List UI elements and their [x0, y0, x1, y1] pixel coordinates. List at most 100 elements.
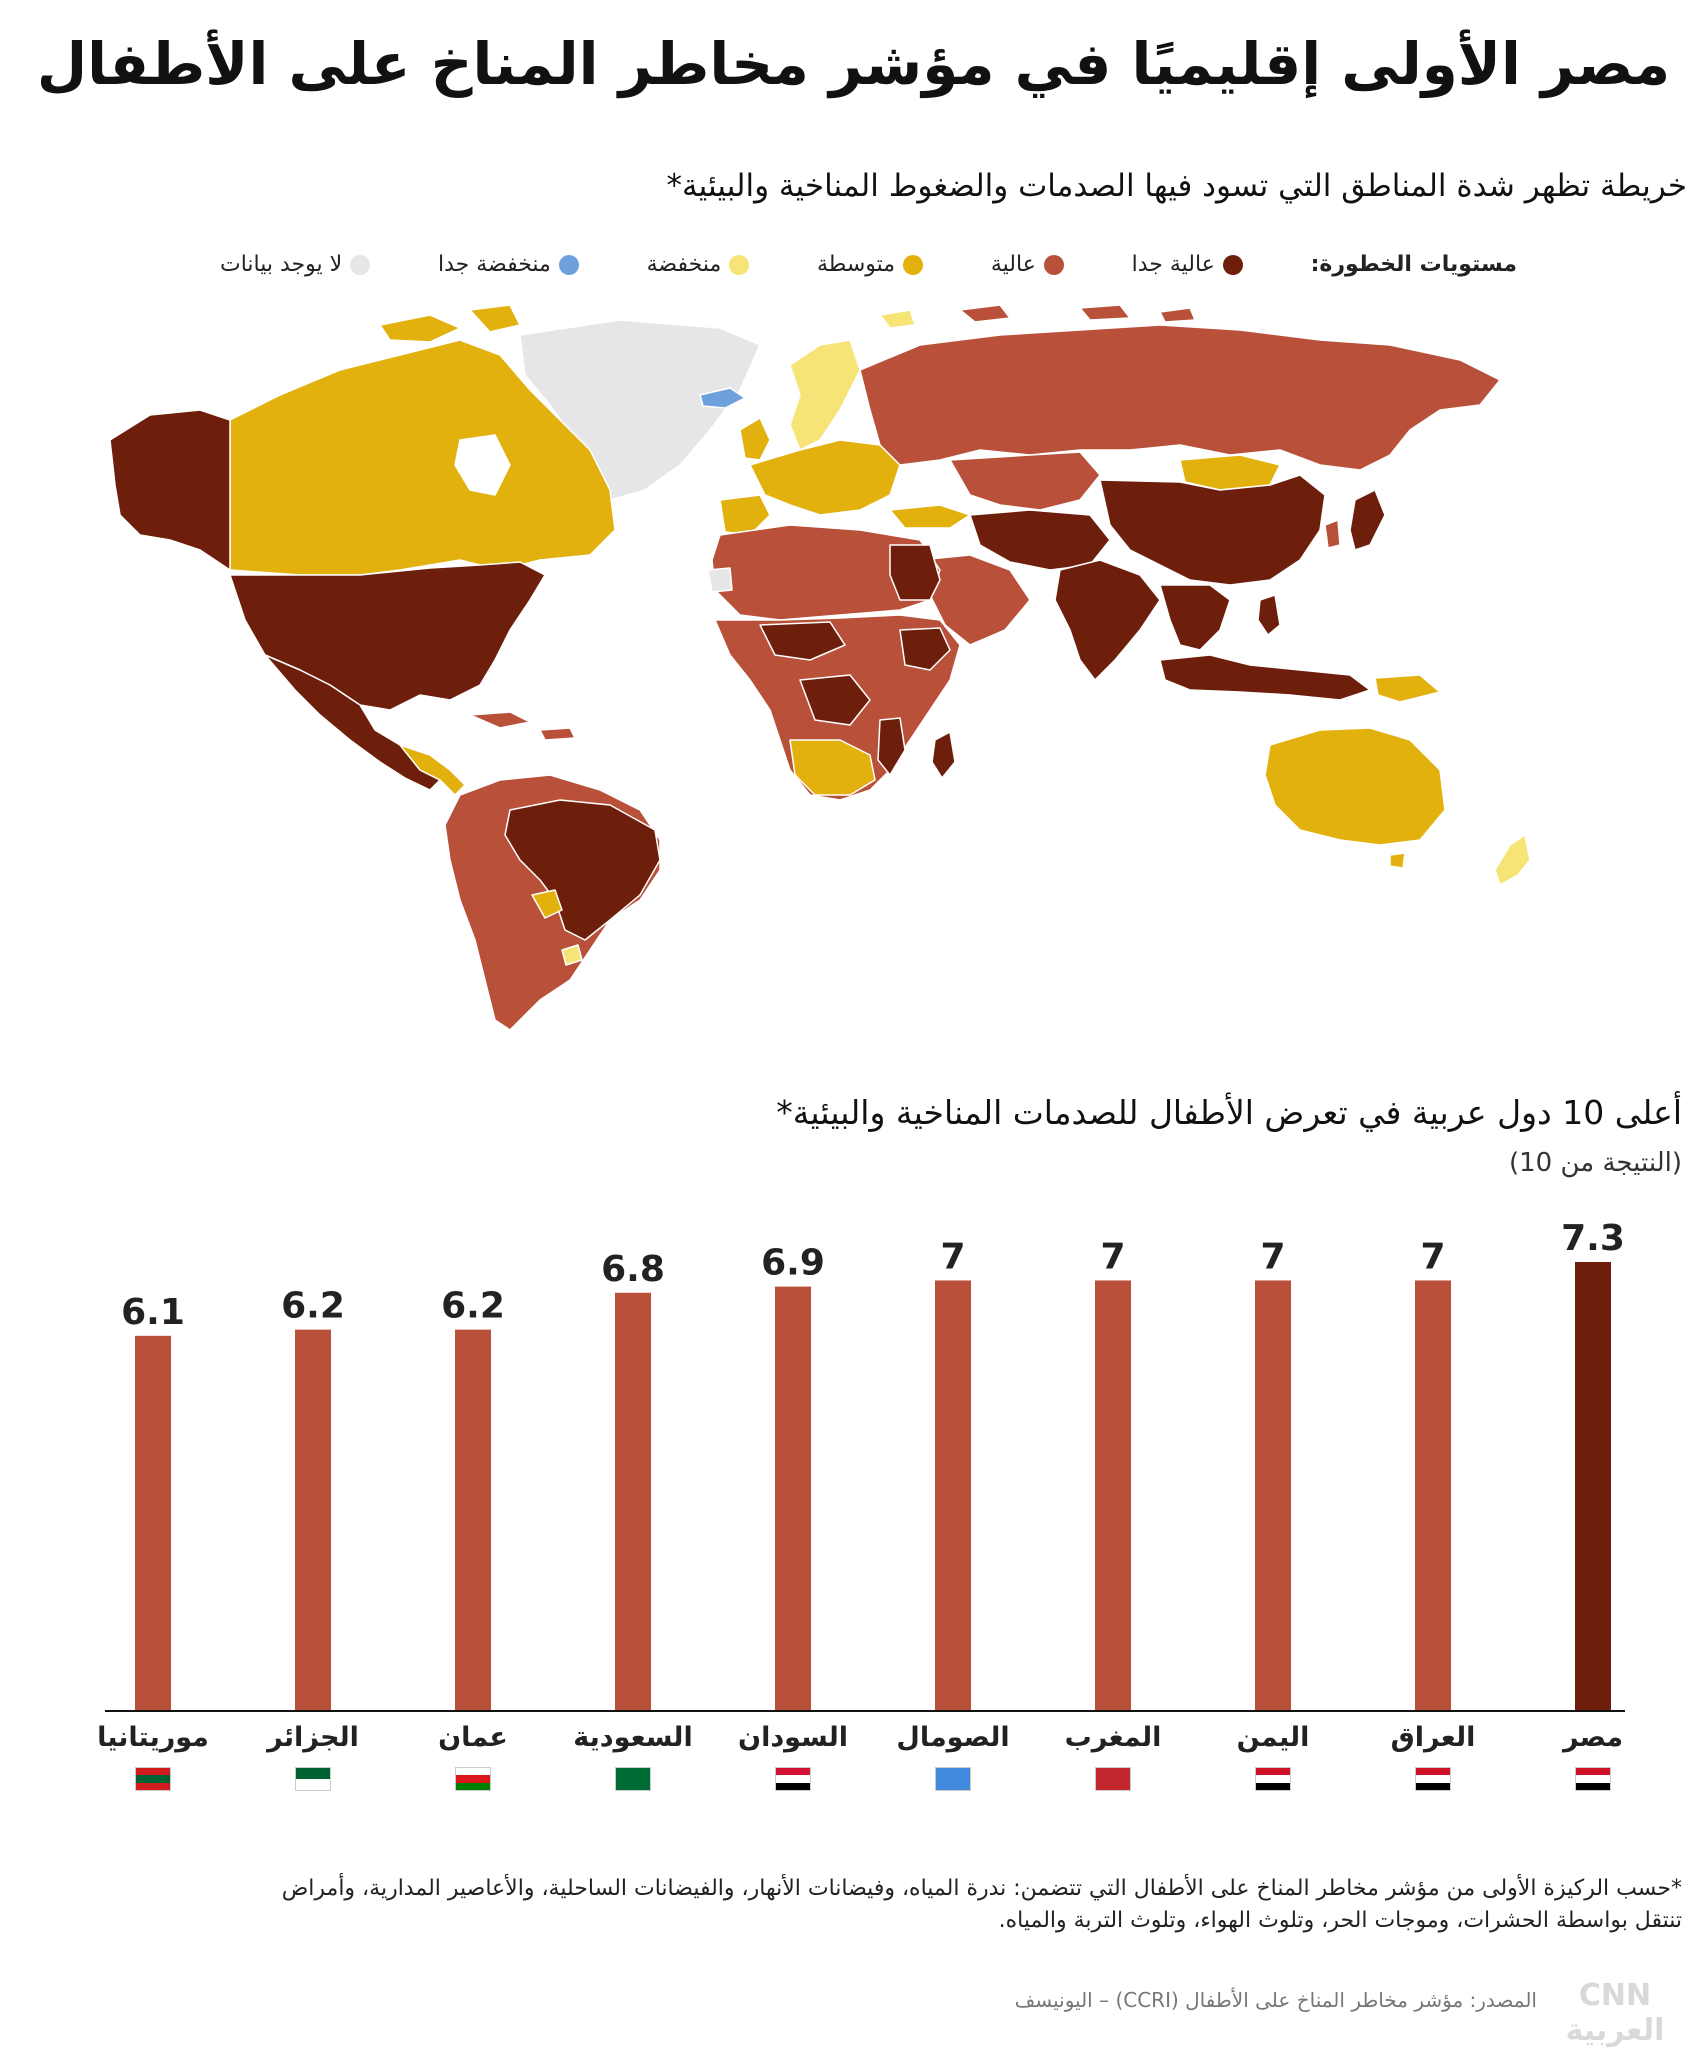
flag-icon — [455, 1767, 491, 1791]
bar-value-label-10: 6.1 — [121, 1292, 185, 1333]
map-tasmania — [1389, 852, 1406, 869]
flag-icon — [615, 1767, 651, 1791]
map-australia — [1264, 727, 1446, 846]
map-indonesia — [1159, 654, 1371, 701]
map-hudson-bay — [454, 434, 511, 496]
legend-label-medium: متوسطة — [817, 252, 896, 277]
legend-item-high: عالية — [991, 252, 1064, 277]
legend-item-no-data: لا يوجد بيانات — [220, 252, 371, 277]
map-arctic-islands — [959, 304, 1196, 323]
category-3: اليمن — [1193, 1722, 1353, 1791]
bar-value-label-3: 7 — [1260, 1236, 1285, 1277]
map-madagascar — [931, 731, 956, 779]
bar-value-label-9: 6.2 — [281, 1286, 345, 1327]
map-uk — [739, 417, 771, 461]
category-5: الصومال — [873, 1722, 1033, 1791]
legend-swatch-low — [729, 254, 750, 275]
bar-value-label-2: 7 — [1420, 1236, 1445, 1277]
map-se-asia — [1159, 584, 1231, 651]
legend-item-low: منخفضة — [647, 252, 750, 277]
map-central-america — [399, 744, 466, 796]
category-8: عمان — [393, 1722, 553, 1791]
category-label: السعودية — [573, 1722, 693, 1753]
bar-8 — [455, 1329, 491, 1711]
bar-value-label-4: 7 — [1100, 1236, 1125, 1277]
flag-icon — [1415, 1767, 1451, 1791]
bar-7 — [615, 1292, 651, 1711]
source-note: المصدر: مؤشر مخاطر المناخ على الأطفال (C… — [1014, 1988, 1537, 2012]
chart-subtitle: (النتيجة من 10) — [1508, 1148, 1682, 1178]
category-labels: مصر العراق اليمن المغرب الصومال السودان السعود… — [0, 1722, 1707, 1842]
map-new-zealand — [1494, 834, 1531, 886]
map-egypt — [889, 544, 941, 601]
bar-10 — [135, 1335, 171, 1711]
flag-icon — [935, 1767, 971, 1791]
map-alaska — [109, 409, 231, 571]
bar-9 — [295, 1329, 331, 1711]
legend-swatch-very-low — [558, 254, 579, 275]
bar-6 — [775, 1286, 811, 1711]
category-label: عمان — [438, 1722, 508, 1753]
bar-1 — [1575, 1262, 1611, 1711]
category-label: موريتانيا — [97, 1722, 209, 1753]
legend-label-high: عالية — [990, 252, 1036, 277]
category-7: السعودية — [553, 1722, 713, 1791]
world-risk-map — [109, 304, 1531, 1031]
bar-value-label-6: 6.9 — [761, 1243, 825, 1284]
footnote-line-2: تنتقل بواسطة الحشرات، وموجات الحر، وتلوث… — [998, 1908, 1682, 1933]
map-usa — [229, 561, 546, 711]
flag-icon — [1575, 1767, 1611, 1791]
map-korea — [1324, 519, 1341, 549]
category-label: الجزائر — [267, 1722, 359, 1753]
category-label: السودان — [738, 1722, 848, 1753]
map-central-asia — [949, 451, 1101, 511]
category-6: السودان — [713, 1722, 873, 1791]
map-turkey — [889, 504, 971, 529]
map-brazil — [504, 799, 661, 941]
map-legend: مستويات الخطورة: عالية جدا عالية متوسطة … — [220, 252, 1517, 277]
flag-icon — [1095, 1767, 1131, 1791]
footnote-line-1: *حسب الركيزة الأولى من مؤشر مخاطر المناخ… — [281, 1876, 1682, 1901]
flag-icon — [295, 1767, 331, 1791]
flag-icon — [775, 1767, 811, 1791]
map-western-sahara — [707, 567, 733, 593]
category-label: العراق — [1390, 1722, 1476, 1753]
map-scandinavia — [789, 339, 861, 451]
cnn-arabic-logo: CNN العربية — [1565, 1978, 1665, 2048]
map-uruguay — [561, 944, 583, 966]
page-title: مصر الأولى إقليميًا في مؤشر مخاطر المناخ… — [36, 30, 1671, 98]
bar-value-label-1: 7.3 — [1561, 1218, 1625, 1259]
footnote: *حسب الركيزة الأولى من مؤشر مخاطر المناخ… — [122, 1873, 1682, 1937]
map-china — [1099, 474, 1326, 586]
map-japan — [1349, 489, 1386, 551]
map-iberia — [719, 494, 771, 536]
legend-item-very-low: منخفضة جدا — [438, 252, 579, 277]
legend-label-very-high: عالية جدا — [1131, 252, 1215, 277]
bar-4 — [1095, 1280, 1131, 1711]
category-label: مصر — [1562, 1722, 1624, 1753]
map-iceland — [699, 387, 746, 409]
bar-value-label-5: 7 — [940, 1236, 965, 1277]
legend-item-medium: متوسطة — [817, 252, 924, 277]
category-10: موريتانيا — [73, 1722, 233, 1791]
map-mozambique — [877, 717, 906, 776]
map-canada-islands — [379, 304, 521, 343]
map-greenland — [519, 319, 761, 501]
bar-3 — [1255, 1280, 1291, 1711]
map-subtitle: خريطة تظهر شدة المناطق التي تسود فيها ال… — [666, 168, 1687, 204]
map-india — [1054, 559, 1161, 681]
map-philippines — [1257, 594, 1281, 636]
map-caribbean — [469, 711, 576, 741]
bar-2 — [1415, 1280, 1451, 1711]
legend-label-no-data: لا يوجد بيانات — [220, 252, 343, 277]
legend-swatch-no-data — [350, 254, 371, 275]
legend-title: مستويات الخطورة: — [1310, 252, 1517, 277]
map-sahel — [759, 621, 846, 661]
category-1: مصر — [1513, 1722, 1673, 1791]
map-arabia — [919, 554, 1031, 646]
map-svalbard — [879, 309, 916, 329]
category-9: الجزائر — [233, 1722, 393, 1791]
map-congo — [799, 674, 871, 726]
bar-chart: 7.3 7 7 7 7 6.9 6.8 6.2 6.2 6.1 — [105, 1218, 1625, 1712]
category-label: اليمن — [1236, 1722, 1310, 1753]
